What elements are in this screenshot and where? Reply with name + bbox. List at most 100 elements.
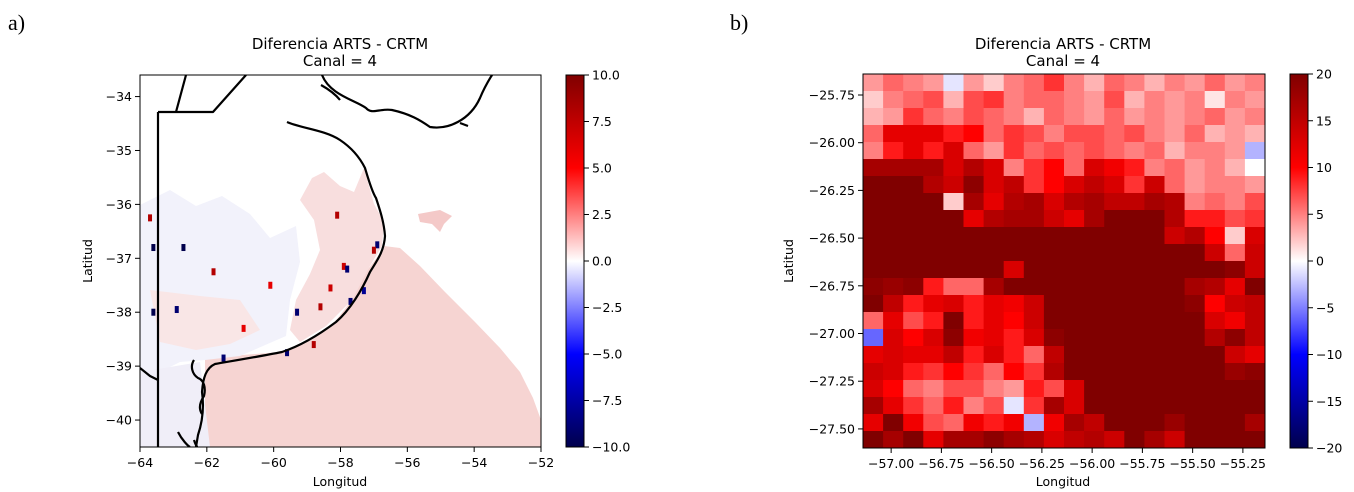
heatmap-cell	[963, 261, 984, 279]
x-tick-label: −55.75	[1119, 456, 1165, 471]
heatmap-cell	[1043, 329, 1065, 347]
heatmap-cell	[983, 210, 1005, 228]
heatmap-cell	[983, 125, 1005, 143]
panel-a-xlabel: Longitud	[313, 474, 367, 489]
heatmap-cell	[883, 397, 904, 415]
heatmap-cell	[983, 142, 1005, 160]
heatmap-cell	[1003, 278, 1025, 296]
heatmap-cell	[1224, 125, 1246, 143]
heatmap-cell	[943, 312, 964, 330]
heatmap-cell	[983, 278, 1005, 296]
heatmap-cell	[883, 74, 904, 92]
heatmap-cell	[883, 312, 904, 330]
heatmap-cell	[1164, 74, 1185, 92]
heatmap-cell	[1244, 380, 1265, 398]
heatmap-cell	[1184, 261, 1206, 279]
y-tick-label: −27.00	[809, 326, 855, 341]
heatmap-cell	[1003, 193, 1025, 211]
heatmap-cell	[863, 346, 884, 364]
heatmap-cell	[1084, 312, 1105, 330]
heatmap-cell	[1064, 244, 1085, 262]
colorbar-tick-label: −10	[1316, 347, 1342, 362]
heatmap-cell	[943, 159, 964, 177]
heatmap-cell	[1224, 108, 1246, 126]
heatmap-cell	[1224, 159, 1246, 177]
x-tick-label: −64	[127, 455, 153, 470]
heatmap-cell	[983, 346, 1005, 364]
panel-a-title: Diferencia ARTS - CRTM	[252, 35, 428, 53]
heatmap-cell	[1224, 142, 1246, 160]
heatmap-cell	[1204, 414, 1226, 432]
heatmap-cell	[1064, 431, 1085, 448]
x-tick-label: −56	[394, 455, 420, 470]
heatmap-cell	[1144, 295, 1165, 313]
colorbar-tick-label: 5	[1316, 207, 1324, 222]
heatmap-cell	[1104, 210, 1125, 228]
panel-a-map	[140, 75, 541, 447]
heatmap-cell	[883, 295, 904, 313]
heatmap-cell	[1023, 261, 1045, 279]
heatmap-cell	[1184, 346, 1206, 364]
heatmap-cell	[1144, 142, 1165, 160]
heatmap-cell	[1224, 227, 1246, 245]
heatmap-cell	[1164, 159, 1185, 177]
heatmap-cell	[923, 193, 944, 211]
y-tick-label: −26.50	[809, 231, 855, 246]
heatmap-cell	[1064, 210, 1085, 228]
heatmap-cell	[983, 363, 1005, 381]
heatmap-cell	[1164, 312, 1185, 330]
colorbar-tick-label: −15	[1316, 394, 1342, 409]
ocean-field	[205, 246, 541, 447]
heatmap-cell	[903, 176, 924, 194]
heatmap-cell	[1144, 329, 1165, 347]
heatmap-cell	[943, 176, 964, 194]
heatmap-cell	[1184, 176, 1206, 194]
heatmap-cell	[923, 295, 944, 313]
heatmap-cell	[963, 74, 984, 92]
heatmap-cell	[1064, 329, 1085, 347]
heatmap-cell	[1244, 244, 1265, 262]
heatmap-cell	[1184, 210, 1206, 228]
heatmap-cell	[983, 329, 1005, 347]
heatmap-cell	[1164, 397, 1185, 415]
heatmap-cell	[1084, 227, 1105, 245]
heatmap-cell	[963, 210, 984, 228]
heatmap-cell	[1104, 193, 1125, 211]
y-tick-label: −25.75	[809, 87, 855, 102]
heatmap-cell	[983, 227, 1005, 245]
heatmap-cell	[1164, 329, 1185, 347]
colorbar-tick-label: −5	[1316, 300, 1334, 315]
heatmap-cell	[1124, 244, 1145, 262]
heatmap-cell	[1084, 346, 1105, 364]
panel-a-x-axis: −64 −62 −60 −58 −56 −54 −52	[127, 447, 554, 470]
x-tick-label: −58	[327, 455, 353, 470]
heatmap-cell	[1164, 227, 1185, 245]
panel-b: b) Diferencia ARTS - CRTM Canal = 4 −57.…	[730, 10, 1342, 489]
heatmap-cell	[1124, 261, 1145, 279]
heatmap-cell	[1184, 91, 1206, 109]
heatmap-cell	[863, 74, 884, 92]
outlier-pixel	[335, 211, 340, 219]
heatmap-cell	[1164, 295, 1185, 313]
heatmap-cell	[1244, 295, 1265, 313]
heatmap-cell	[1184, 295, 1206, 313]
panel-a-ylabel: Latitud	[80, 239, 95, 283]
y-tick-label: −26.75	[809, 278, 855, 293]
heatmap-cell	[1244, 108, 1265, 126]
heatmap-cell	[1204, 108, 1226, 126]
heatmap-cell	[1184, 142, 1206, 160]
y-tick-label: −39	[106, 359, 132, 374]
heatmap-cell	[923, 414, 944, 432]
heatmap-cell	[1224, 244, 1246, 262]
heatmap-cell	[1144, 346, 1165, 364]
colorbar-tick-label: 15	[1316, 113, 1332, 128]
heatmap-cell	[1023, 278, 1045, 296]
heatmap-cell	[1064, 346, 1085, 364]
heatmap-cell	[1104, 397, 1125, 415]
heatmap-cell	[983, 91, 1005, 109]
panel-b-colorbar	[1289, 73, 1309, 449]
heatmap-cell	[1184, 193, 1206, 211]
heatmap-cell	[1023, 380, 1045, 398]
heatmap-cell	[983, 312, 1005, 330]
heatmap-cell	[983, 193, 1005, 211]
